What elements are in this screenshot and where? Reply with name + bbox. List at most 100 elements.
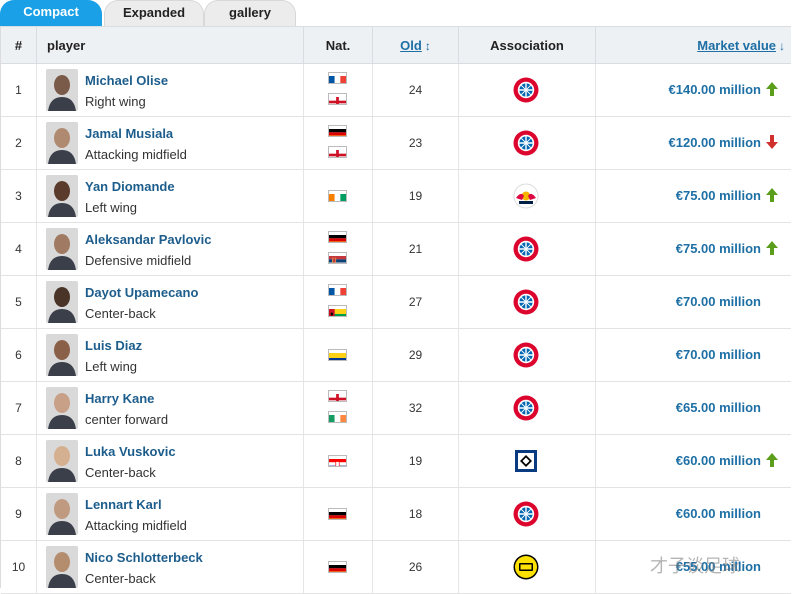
germany-flag-icon[interactable] — [328, 561, 347, 573]
bayern-club-icon[interactable] — [513, 501, 539, 527]
germany-flag-icon[interactable] — [328, 508, 347, 520]
table-row: 4 Aleksandar Pavlovic Defensive midfield 21… — [1, 223, 791, 276]
tab-gallery[interactable]: gallery — [204, 0, 296, 27]
market-value-link[interactable]: €55.00 million — [675, 559, 761, 574]
table-row: 10 Nico Schlotterbeck Center-back 26 €55.00 … — [1, 541, 791, 594]
player-photo[interactable] — [46, 175, 78, 217]
player-name-link[interactable]: Aleksandar Pavlovic — [85, 232, 212, 247]
player-photo[interactable] — [46, 228, 78, 270]
column-divider — [36, 223, 37, 275]
market-value-link[interactable]: €75.00 million — [675, 241, 761, 256]
bayern-club-icon[interactable] — [513, 342, 539, 368]
column-divider — [595, 541, 596, 593]
bayern-club-icon[interactable] — [513, 289, 539, 315]
column-divider — [303, 488, 304, 540]
germany-flag-icon[interactable] — [328, 125, 347, 137]
table-row: 3 Yan Diomande Left wing 19 €75.00 million — [1, 170, 791, 223]
france-flag-icon[interactable] — [328, 72, 347, 84]
bayern-club-icon[interactable] — [513, 236, 539, 262]
guinea-bissau-flag-icon[interactable] — [328, 305, 347, 317]
trend-up-icon — [765, 187, 779, 203]
leipzig-club-icon[interactable] — [513, 183, 539, 209]
player-photo[interactable] — [46, 387, 78, 429]
market-value-link[interactable]: €120.00 million — [668, 135, 762, 150]
column-divider — [595, 488, 596, 540]
bayern-club-icon[interactable] — [513, 77, 539, 103]
market-value-link[interactable]: €60.00 million — [675, 453, 761, 468]
france-flag-icon[interactable] — [328, 284, 347, 296]
column-divider — [595, 435, 596, 487]
header-market-value[interactable]: Market value ↓ — [697, 27, 785, 64]
market-value-link[interactable]: €140.00 million — [668, 82, 762, 97]
england-flag-icon[interactable] — [328, 146, 347, 158]
column-divider — [372, 541, 373, 593]
player-age: 19 — [408, 189, 423, 203]
tab-expanded[interactable]: Expanded — [104, 0, 204, 27]
row-number: 10 — [11, 560, 26, 574]
column-divider — [595, 223, 596, 275]
germany-flag-icon[interactable] — [328, 231, 347, 243]
market-value-link[interactable]: €70.00 million — [675, 294, 761, 309]
croatia-flag-icon[interactable] — [328, 455, 347, 467]
player-position: center forward — [85, 412, 169, 427]
header-player: player — [47, 38, 86, 53]
dortmund-club-icon[interactable] — [513, 554, 539, 580]
player-age: 27 — [408, 295, 423, 309]
hamburg-club-icon[interactable] — [513, 448, 539, 474]
sort-updown-icon: ↕ — [424, 39, 431, 53]
column-divider — [303, 382, 304, 434]
sort-down-icon: ↓ — [779, 39, 785, 53]
sort-market-value-link[interactable]: Market value — [697, 38, 776, 53]
player-name-link[interactable]: Nico Schlotterbeck — [85, 550, 203, 565]
player-photo[interactable] — [46, 440, 78, 482]
player-name-link[interactable]: Dayot Upamecano — [85, 285, 199, 300]
trend-down-icon — [765, 134, 779, 150]
player-name-link[interactable]: Yan Diomande — [85, 179, 175, 194]
column-divider — [458, 435, 459, 487]
column-divider — [372, 382, 373, 434]
market-value-link[interactable]: €75.00 million — [675, 188, 761, 203]
column-divider — [36, 329, 37, 381]
column-divider — [36, 435, 37, 487]
row-number: 6 — [15, 348, 22, 362]
player-photo[interactable] — [46, 546, 78, 588]
player-name-link[interactable]: Jamal Musiala — [85, 126, 174, 141]
player-photo[interactable] — [46, 69, 78, 111]
england-flag-icon[interactable] — [328, 93, 347, 105]
column-divider — [595, 382, 596, 434]
column-divider — [458, 170, 459, 222]
ireland-flag-icon[interactable] — [328, 411, 347, 423]
player-name-link[interactable]: Luka Vuskovic — [85, 444, 176, 459]
england-flag-icon[interactable] — [328, 390, 347, 402]
market-value-link[interactable]: €65.00 million — [675, 400, 761, 415]
player-photo[interactable] — [46, 122, 78, 164]
player-age: 18 — [408, 507, 423, 521]
column-divider — [303, 223, 304, 275]
column-divider — [595, 276, 596, 328]
bayern-club-icon[interactable] — [513, 130, 539, 156]
market-value-link[interactable]: €60.00 million — [675, 506, 761, 521]
row-number: 9 — [15, 507, 22, 521]
sort-old-link[interactable]: Old — [400, 38, 422, 53]
serbia-flag-icon[interactable] — [328, 252, 347, 264]
ivory-coast-flag-icon[interactable] — [328, 190, 347, 202]
tab-compact[interactable]: Compact — [0, 0, 102, 26]
column-divider — [595, 329, 596, 381]
bayern-club-icon[interactable] — [513, 395, 539, 421]
row-number: 5 — [15, 295, 22, 309]
player-name-link[interactable]: Harry Kane — [85, 391, 155, 406]
row-number: 8 — [15, 454, 22, 468]
player-photo[interactable] — [46, 493, 78, 535]
player-name-link[interactable]: Luis Diaz — [85, 338, 143, 353]
colombia-flag-icon[interactable] — [328, 349, 347, 361]
trend-up-icon — [765, 452, 779, 468]
player-name-link[interactable]: Lennart Karl — [85, 497, 162, 512]
player-photo[interactable] — [46, 334, 78, 376]
table-header: # player Nat. Old ↕ Association Market va… — [1, 26, 791, 64]
player-name-link[interactable]: Michael Olise — [85, 73, 169, 88]
header-old[interactable]: Old ↕ — [373, 27, 458, 64]
column-divider — [458, 64, 459, 116]
player-photo[interactable] — [46, 281, 78, 323]
market-value-link[interactable]: €70.00 million — [675, 347, 761, 362]
players-table: # player Nat. Old ↕ Association Market va… — [0, 26, 791, 594]
